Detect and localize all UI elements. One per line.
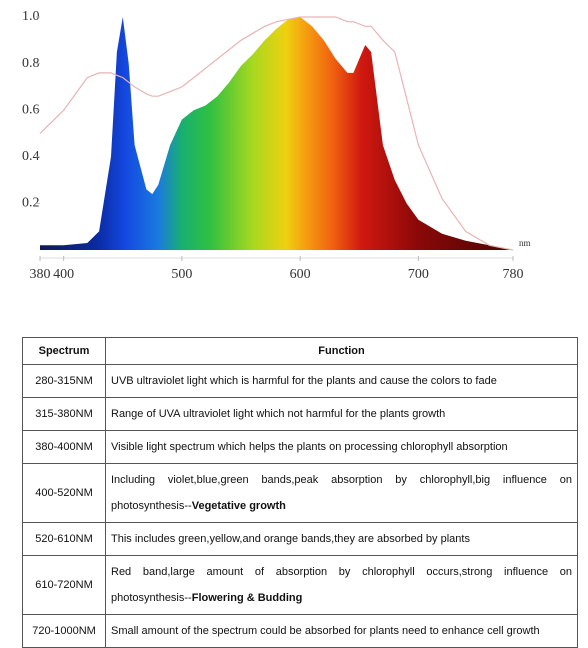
function-text: Including violet,blue,green bands,peak a…: [111, 474, 572, 512]
spectrum-cell: 520-610NM: [22, 522, 106, 556]
y-tick-label: 0.6: [22, 102, 40, 117]
x-tick-label: 380: [30, 267, 51, 282]
function-cell: This includes green,yellow,and orange ba…: [105, 522, 578, 556]
header-cell: Spectrum: [22, 337, 106, 365]
function-cell: Including violet,blue,green bands,peak a…: [105, 463, 578, 523]
x-tick-label: 700: [408, 267, 429, 282]
x-tick-label: 780: [503, 267, 524, 282]
function-cell: Red band,large amount of absorption by c…: [105, 555, 578, 615]
function-cell: Visible light spectrum which helps the p…: [105, 430, 578, 464]
y-tick-label: 0.2: [22, 196, 40, 211]
x-tick-label: 500: [171, 267, 192, 282]
spectrum-cell: 610-720NM: [22, 555, 106, 615]
y-tick-label: 0.4: [22, 149, 40, 164]
x-tick-label: 600: [290, 267, 311, 282]
spectrum-cell: 400-520NM: [22, 463, 106, 523]
function-cell: UVB ultraviolet light which is harmful f…: [105, 364, 578, 398]
y-tick-label: 1.0: [22, 9, 40, 24]
page: nm 0.2 0.4 0.6 0.8 1.0 380 400 500 600 700 780 Spe…: [22, 9, 578, 648]
spectrum-cell: 720-1000NM: [22, 614, 106, 648]
spectrum-cell: 280-315NM: [22, 364, 106, 398]
chart: nm 0.2 0.4 0.6 0.8 1.0 380 400 500 600 700 780: [22, 9, 531, 282]
function-cell: Range of UVA ultraviolet light which not…: [105, 397, 578, 431]
table-row: 280-315NM UVB ultraviolet light which is …: [22, 364, 578, 398]
function-text: Red band,large amount of absorption by c…: [111, 566, 572, 604]
table-row: 520-610NM This includes green,yellow,and …: [22, 522, 578, 556]
table-row: 380-400NM Visible light spectrum which he…: [22, 430, 578, 464]
function-table: Spectrum Function 280-315NM UVB ultraviolet…: [22, 337, 578, 648]
function-text: Visible light spectrum which helps the p…: [111, 441, 508, 453]
spectrum-cell: 315-380NM: [22, 397, 106, 431]
table-row: 720-1000NM Small amount of the spectrum c…: [22, 614, 578, 648]
function-emphasis: Vegetative growth: [191, 500, 286, 512]
x-unit: nm: [519, 238, 531, 248]
function-text: Small amount of the spectrum could be ab…: [111, 625, 540, 637]
spectrum-area: [40, 17, 513, 250]
spectrum-cell: 380-400NM: [22, 430, 106, 464]
reference-line: [39, 16, 514, 251]
function-cell: Small amount of the spectrum could be ab…: [105, 614, 578, 648]
table-row: 400-520NM Including violet,blue,green ban…: [22, 463, 578, 523]
function-text: This includes green,yellow,and orange ba…: [111, 533, 470, 545]
x-tick-label: 400: [53, 267, 74, 282]
function-emphasis: Flowering & Budding: [191, 592, 303, 604]
table-row: 315-380NM Range of UVA ultraviolet light …: [22, 397, 578, 431]
y-tick-label: 0.8: [22, 56, 40, 71]
table-row: 610-720NM Red band,large amount of absorp…: [22, 555, 578, 615]
function-text: Range of UVA ultraviolet light which not…: [111, 408, 446, 420]
function-text: UVB ultraviolet light which is harmful f…: [111, 375, 497, 387]
header-cell: Function: [105, 337, 578, 365]
